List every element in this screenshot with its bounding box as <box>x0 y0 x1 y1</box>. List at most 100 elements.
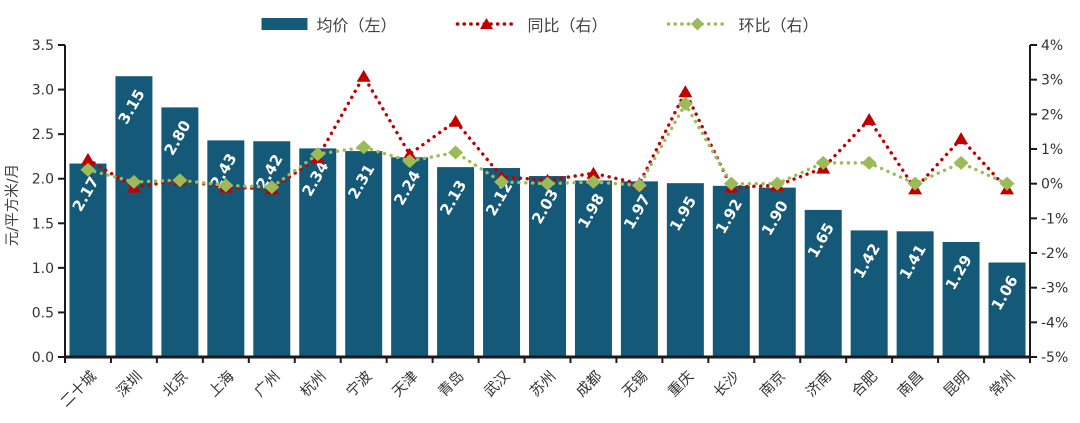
x-axis-label: 北京 <box>159 368 192 401</box>
left-axis-title: 元/平方米/月 <box>4 164 21 246</box>
bar <box>483 168 521 357</box>
bar <box>207 140 245 357</box>
left-axis-tick-label: 1.0 <box>32 261 54 277</box>
bar <box>115 76 153 357</box>
left-axis-tick-label: 3.0 <box>32 83 54 99</box>
left-axis-tick-label: 0.5 <box>32 305 54 321</box>
x-axis-label: 南京 <box>757 368 790 401</box>
yoy-marker-icon <box>678 85 693 98</box>
right-axis-tick-label: 0% <box>1041 177 1063 193</box>
yoy-marker-icon <box>448 114 463 127</box>
bar <box>942 242 980 357</box>
mom-marker-icon <box>677 96 693 111</box>
mom-marker-icon <box>861 155 877 170</box>
bar <box>620 181 658 357</box>
x-axis-label: 重庆 <box>665 368 698 401</box>
bar <box>437 167 475 357</box>
mom-marker-icon <box>448 145 464 160</box>
bar <box>988 262 1026 357</box>
bar <box>391 157 429 357</box>
x-axis-label: 广州 <box>251 368 284 401</box>
x-axis-label: 无锡 <box>619 368 652 401</box>
right-axis-tick-label: -3% <box>1041 281 1068 297</box>
bar <box>299 148 337 357</box>
right-axis-tick-label: -4% <box>1041 315 1068 331</box>
bar-series-swatch-icon <box>261 18 308 30</box>
x-axis-label: 天津 <box>389 368 422 401</box>
x-axis-label: 上海 <box>205 368 238 401</box>
bar <box>345 151 383 357</box>
x-axis-label: 济南 <box>803 368 836 401</box>
legend: 均价（左） 同比（右） 环比（右） <box>261 12 819 36</box>
mom-marker-icon <box>218 178 234 193</box>
x-axis-label: 长沙 <box>711 368 744 401</box>
mom-marker-icon <box>356 140 372 155</box>
left-axis-tick-label: 1.5 <box>32 216 54 232</box>
x-axis-label: 苏州 <box>527 368 560 401</box>
bar <box>574 180 612 357</box>
x-axis-label: 宁波 <box>343 367 376 400</box>
mom-marker-icon <box>540 176 555 191</box>
mom-marker-icon <box>126 174 142 189</box>
legend-item-yoy: 同比（右） <box>454 12 608 36</box>
mom-marker-icon <box>815 155 831 170</box>
bar <box>804 209 842 357</box>
yoy-marker-icon <box>356 69 371 82</box>
left-axis-tick-label: 2.5 <box>32 127 54 143</box>
x-axis-label: 深圳 <box>113 368 146 401</box>
x-axis-label: 武汉 <box>481 367 514 400</box>
bar <box>161 107 199 358</box>
x-axis-label: 杭州 <box>297 368 330 401</box>
x-axis-label: 青岛 <box>435 368 468 401</box>
left-axis-tick-label: 0.0 <box>32 350 54 366</box>
yoy-marker-icon <box>862 113 877 126</box>
yoy-marker-icon <box>954 132 969 145</box>
mom-marker-icon <box>310 147 326 162</box>
bar <box>850 230 888 357</box>
bar <box>666 183 704 357</box>
right-axis-tick-label: 2% <box>1041 107 1063 123</box>
bar <box>712 185 750 357</box>
x-axis-label: 昆明 <box>941 369 973 401</box>
yoy-marker-icon <box>402 147 417 160</box>
yoy-marker-icon <box>586 166 601 179</box>
bar <box>758 187 796 357</box>
mom-marker-icon <box>999 176 1015 191</box>
right-axis-tick-label: 4% <box>1041 38 1063 54</box>
bar <box>69 163 107 357</box>
mom-marker-icon <box>631 178 647 193</box>
legend-item-avg-price: 均价（左） <box>261 12 396 36</box>
right-axis-tick-label: 1% <box>1041 142 1063 158</box>
right-axis-tick-label: -5% <box>1041 350 1068 366</box>
left-axis-tick-label: 2.0 <box>32 172 54 188</box>
legend-item-mom: 环比（右） <box>666 12 819 36</box>
right-axis-tick-label: -1% <box>1041 211 1068 227</box>
bar <box>529 176 566 357</box>
mom-marker-icon <box>907 176 923 191</box>
mom-marker-icon <box>585 174 601 189</box>
x-axis-label: 南昌 <box>894 368 927 401</box>
mom-marker-icon <box>264 180 280 195</box>
x-axis-label: 常州 <box>986 368 1019 401</box>
legend-label-mom: 环比（右） <box>738 16 819 35</box>
right-axis-tick-label: 3% <box>1041 73 1063 89</box>
legend-label-avg-price: 均价（左） <box>316 16 397 35</box>
mom-marker-icon <box>402 154 418 169</box>
mom-marker-icon <box>723 176 739 191</box>
mom-marker-icon <box>80 162 96 177</box>
bar <box>896 231 934 357</box>
mom-marker-icon <box>953 155 969 170</box>
yoy-marker-icon <box>80 152 95 165</box>
right-axis-tick-label: -2% <box>1041 246 1068 262</box>
x-axis-label: 成都 <box>573 368 606 401</box>
legend-label-yoy: 同比（右） <box>527 16 608 35</box>
mom-marker-icon <box>172 173 188 188</box>
x-axis-label: 二十城 <box>57 367 100 410</box>
mom-marker-icon <box>494 174 510 189</box>
mom-series-swatch-icon <box>666 17 729 31</box>
yoy-series-swatch-icon <box>455 18 518 29</box>
left-axis-tick-label: 3.5 <box>32 38 54 54</box>
mom-marker-icon <box>769 176 785 191</box>
